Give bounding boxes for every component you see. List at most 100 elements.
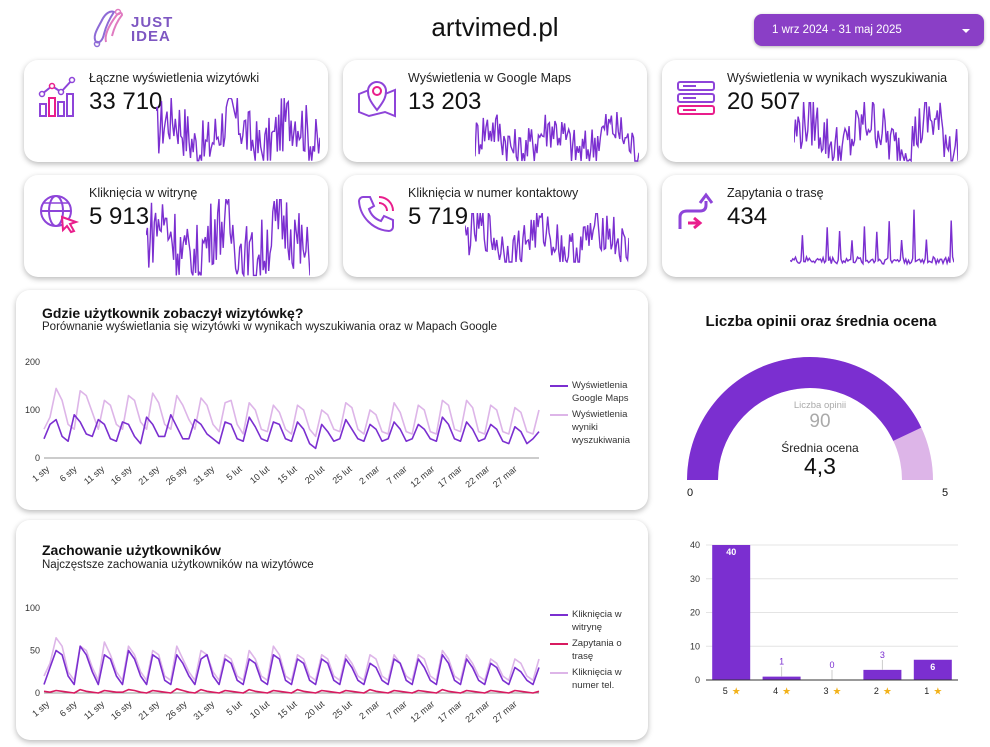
- star-icon: ★: [933, 687, 942, 698]
- directions-icon: [678, 192, 714, 230]
- legend-label: Kliknięcia w numer tel.: [572, 667, 622, 691]
- sparkline-line: [465, 213, 629, 263]
- kpi-value: 33 710: [89, 88, 163, 115]
- views-chart-card: Gdzie użytkownik zobaczył wizytówkę? Por…: [16, 290, 648, 510]
- rating-bar: [712, 545, 751, 680]
- x-tick-label: 16 sty: [109, 699, 134, 722]
- x-tick-label: 12 mar: [408, 699, 436, 725]
- x-tick-label: 11 sty: [82, 699, 107, 722]
- chevron-down-icon: [962, 29, 970, 33]
- star-icon: ★: [782, 687, 791, 698]
- x-tick-label: 7 mar: [385, 464, 409, 486]
- section-title: Zachowanie użytkowników: [42, 542, 221, 558]
- x-tick-label: 21 sty: [136, 464, 161, 487]
- x-tick-label: 31 sty: [191, 464, 216, 487]
- x-tick-label: 4: [773, 686, 778, 696]
- x-tick-label: 2 mar: [357, 699, 381, 721]
- x-tick-label: 6 sty: [58, 464, 79, 484]
- bar-value-label: 40: [726, 547, 736, 557]
- legend-label: Zapytania o trasę: [572, 638, 622, 662]
- kpi-value: 5 719: [408, 203, 469, 230]
- sparkline: [156, 98, 320, 162]
- kpi-card-direction-requests: Zapytania o trasę 434: [662, 175, 968, 277]
- x-tick-label: 21 sty: [136, 699, 161, 722]
- behaviour-line-chart: 0 50 100 1 sty 6 sty 11 sty 16 sty 21 sty 26 sty…: [25, 603, 540, 725]
- bar-value-label: 3: [880, 650, 885, 660]
- date-range-picker[interactable]: 1 wrz 2024 - 31 maj 2025: [754, 14, 984, 46]
- section-subtitle: Najczęstsze zachowania użytkowników na w…: [42, 559, 314, 571]
- legend-swatch: [550, 385, 568, 387]
- x-tick-label: 25 lut: [330, 699, 354, 721]
- sparkline: [465, 213, 629, 263]
- kpi-card-phone-clicks: Kliknięcia w numer kontaktowy 5 719: [343, 175, 647, 277]
- x-tick-label: 2: [874, 686, 879, 696]
- x-tick-label: 12 mar: [408, 464, 436, 490]
- x-tick-label: 16 sty: [109, 464, 134, 487]
- ratings-bar-chart: 0 10 20 30 40 40 5 ★ 1 4 ★ 0 3 ★ 3 2 ★ 6 1 ★: [690, 540, 958, 698]
- globe-cursor-icon: [40, 195, 80, 234]
- y-tick-label: 50: [30, 646, 40, 656]
- x-tick-label: 27 mar: [491, 699, 519, 725]
- y-tick-label: 0: [35, 453, 40, 463]
- x-tick-label: 1: [924, 686, 929, 696]
- kpi-card-maps-views: Wyświetlenia w Google Maps 13 203: [343, 60, 647, 162]
- y-tick-label: 100: [25, 603, 40, 613]
- x-tick-label: 3: [823, 686, 828, 696]
- kpi-label: Łączne wyświetlenia wizytówki: [89, 71, 260, 85]
- gauge-title: Liczba opinii oraz średnia ocena: [705, 313, 937, 330]
- x-tick-label: 6 sty: [58, 699, 79, 719]
- sparkline: [146, 199, 310, 277]
- x-tick-label: 20 lut: [303, 699, 327, 721]
- logo: JUST IDEA: [88, 6, 178, 48]
- x-tick-label: 22 mar: [463, 699, 491, 725]
- bar-value-label: 1: [779, 657, 784, 667]
- legend-swatch: [550, 614, 568, 616]
- y-tick-label: 0: [695, 675, 700, 685]
- y-tick-label: 200: [25, 357, 40, 367]
- behaviour-chart-card: Zachowanie użytkowników Najczęstsze zach…: [16, 520, 648, 740]
- kpi-value: 5 913: [89, 203, 150, 230]
- kpi-value: 13 203: [408, 88, 482, 115]
- reviews-count-label: Liczba opinii: [793, 400, 847, 411]
- sparkline-line: [156, 98, 320, 162]
- x-tick-label: 10 lut: [248, 699, 272, 721]
- bar-value-label: 6: [930, 662, 935, 672]
- star-icon: ★: [883, 687, 892, 698]
- gauge-max-label: 5: [942, 487, 949, 499]
- series-line: [43, 645, 540, 686]
- kpi-value: 20 507: [727, 88, 801, 115]
- rating-gauge: [687, 357, 933, 480]
- legend-swatch: [550, 672, 568, 674]
- series-line: [43, 688, 540, 694]
- legend-label: Kliknięcia w witrynę: [572, 609, 622, 633]
- average-rating-value: 4,3: [804, 453, 836, 479]
- x-tick-label: 27 mar: [491, 464, 519, 490]
- sparkline-line: [790, 209, 954, 266]
- section-title: Gdzie użytkownik zobaczył wizytówkę?: [42, 305, 304, 321]
- search-results-icon: [677, 81, 715, 115]
- x-tick-label: 2 mar: [357, 464, 381, 486]
- x-tick-label: 1 sty: [30, 699, 51, 719]
- gauge-value-arc: [687, 357, 922, 480]
- series-line: [43, 414, 540, 450]
- x-tick-label: 26 sty: [164, 699, 189, 722]
- kpi-label: Kliknięcia w numer kontaktowy: [408, 186, 579, 200]
- kpi-card-website-clicks: Kliknięcia w witrynę 5 913: [24, 175, 328, 277]
- y-tick-label: 20: [690, 608, 700, 618]
- star-icon: ★: [833, 687, 842, 698]
- legend-label: Wyświetlenia Google Maps: [572, 380, 629, 404]
- rating-bar: [762, 676, 801, 680]
- section-subtitle: Porównanie wyświetlania się wizytówki w …: [42, 321, 498, 333]
- x-tick-label: 31 sty: [191, 699, 216, 722]
- average-rating-label: Średnia ocena: [781, 441, 859, 455]
- sparkline: [794, 102, 958, 162]
- logo-text-line1: JUST: [131, 14, 174, 31]
- series-line: [43, 636, 540, 682]
- logo-text-line2: IDEA: [131, 28, 171, 45]
- bar-chart-icon: [38, 76, 76, 117]
- series-line: [43, 387, 540, 438]
- page-title: artvimed.pl: [431, 12, 559, 42]
- x-tick-label: 17 mar: [436, 464, 464, 490]
- x-tick-label: 5 lut: [224, 699, 244, 718]
- views-line-chart: 0 100 200 1 sty 6 sty 11 sty 16 sty 21 sty 26 st…: [25, 357, 540, 490]
